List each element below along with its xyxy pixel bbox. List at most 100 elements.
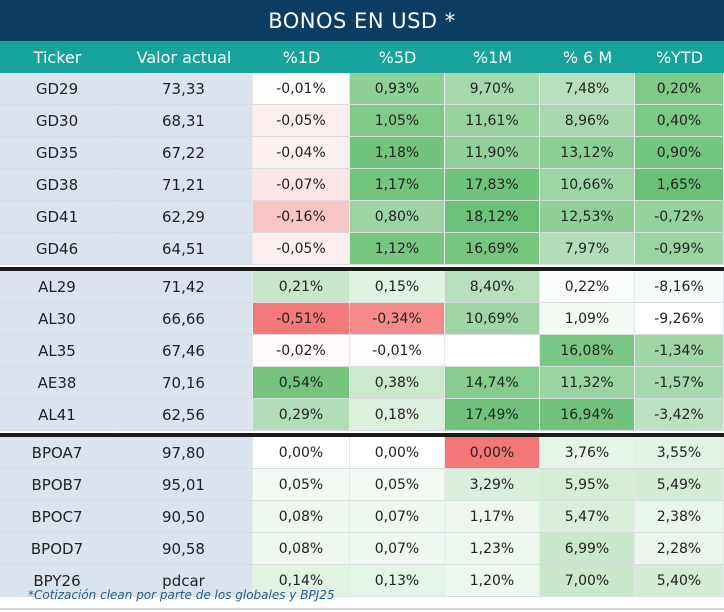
pct-cell: -9,26%	[635, 303, 724, 334]
bond-group-1: GD29 73,33 -0,01% 0,93% 9,70% 7,48% 0,20% GD30 6…	[0, 73, 724, 265]
pct-cell: 0,15%	[350, 271, 445, 302]
pct-cell: 13,12%	[540, 137, 635, 168]
pct-cell	[445, 335, 540, 366]
valor-actual-cell: 97,80	[115, 437, 253, 468]
ticker-cell: BPOD7	[0, 533, 115, 564]
pct-cell: -0,72%	[635, 201, 724, 232]
pct-cell: 12,53%	[540, 201, 635, 232]
valor-actual-cell: 70,16	[115, 367, 253, 398]
pct-cell: 1,05%	[350, 105, 445, 136]
pct-cell: 0,54%	[253, 367, 350, 398]
ticker-cell: AL35	[0, 335, 115, 366]
pct-cell: 1,12%	[350, 233, 445, 264]
ticker-cell: BPOB7	[0, 469, 115, 500]
valor-actual-cell: 90,50	[115, 501, 253, 532]
table-row: BPY26 pdcar 0,14% 0,13% 1,20% 7,00% 5,40%	[0, 565, 724, 597]
pct-cell: -0,51%	[253, 303, 350, 334]
pct-cell: 11,61%	[445, 105, 540, 136]
pct-cell: 1,20%	[445, 565, 540, 596]
pct-cell: 5,95%	[540, 469, 635, 500]
table-title: BONOS EN USD *	[0, 0, 724, 41]
table-row: GD35 67,22 -0,04% 1,18% 11,90% 13,12% 0,90%	[0, 137, 724, 169]
group-separator	[0, 267, 724, 271]
group-separator	[0, 433, 724, 437]
pct-cell: 0,14%	[253, 565, 350, 596]
pct-cell: 18,12%	[445, 201, 540, 232]
pct-cell: 1,23%	[445, 533, 540, 564]
ticker-cell: AL29	[0, 271, 115, 302]
pct-cell: -0,04%	[253, 137, 350, 168]
pct-cell: -0,99%	[635, 233, 724, 264]
pct-cell: 7,48%	[540, 73, 635, 104]
ticker-cell: GD30	[0, 105, 115, 136]
valor-actual-cell: 71,21	[115, 169, 253, 200]
valor-actual-cell: 64,51	[115, 233, 253, 264]
pct-cell: -0,01%	[350, 335, 445, 366]
ticker-cell: AL30	[0, 303, 115, 334]
ticker-cell: GD41	[0, 201, 115, 232]
pct-cell: -0,16%	[253, 201, 350, 232]
table-row: GD41 62,29 -0,16% 0,80% 18,12% 12,53% -0,72%	[0, 201, 724, 233]
table-row: BPOD7 90,58 0,08% 0,07% 1,23% 6,99% 2,28%	[0, 533, 724, 565]
pct-cell: 16,08%	[540, 335, 635, 366]
valor-actual-cell: 68,31	[115, 105, 253, 136]
pct-cell: -0,01%	[253, 73, 350, 104]
column-header-0: Ticker	[33, 47, 82, 67]
pct-cell: -0,34%	[350, 303, 445, 334]
ticker-cell: BPY26	[0, 565, 115, 596]
column-header-2: %1D	[282, 47, 321, 67]
valor-actual-cell: 95,01	[115, 469, 253, 500]
pct-cell: 6,99%	[540, 533, 635, 564]
footnote: *Cotización clean por parte de los globa…	[28, 588, 335, 602]
pct-cell: 0,07%	[350, 533, 445, 564]
pct-cell: 17,49%	[445, 399, 540, 430]
bottom-divider	[0, 608, 724, 610]
valor-actual-cell: 90,58	[115, 533, 253, 564]
table-row: AL41 62,56 0,29% 0,18% 17,49% 16,94% -3,42%	[0, 399, 724, 431]
pct-cell: 0,05%	[253, 469, 350, 500]
ticker-cell: GD29	[0, 73, 115, 104]
pct-cell: 16,94%	[540, 399, 635, 430]
pct-cell: -8,16%	[635, 271, 724, 302]
pct-cell: -3,42%	[635, 399, 724, 430]
pct-cell: 8,40%	[445, 271, 540, 302]
pct-cell: 0,00%	[350, 437, 445, 468]
pct-cell: -0,07%	[253, 169, 350, 200]
pct-cell: 0,29%	[253, 399, 350, 430]
table-row: AL29 71,42 0,21% 0,15% 8,40% 0,22% -8,16%	[0, 271, 724, 303]
valor-actual-cell: 62,56	[115, 399, 253, 430]
ticker-cell: GD35	[0, 137, 115, 168]
table-row: AL30 66,66 -0,51% -0,34% 10,69% 1,09% -9,26%	[0, 303, 724, 335]
pct-cell: 0,38%	[350, 367, 445, 398]
pct-cell: 0,00%	[445, 437, 540, 468]
pct-cell: 0,08%	[253, 501, 350, 532]
pct-cell: 10,69%	[445, 303, 540, 334]
ticker-cell: AL41	[0, 399, 115, 430]
valor-actual-cell: pdcar	[115, 565, 253, 596]
table-row: AL35 67,46 -0,02% -0,01% 16,08% -1,34%	[0, 335, 724, 367]
valor-actual-cell: 66,66	[115, 303, 253, 334]
pct-cell: -0,05%	[253, 233, 350, 264]
table-row: GD30 68,31 -0,05% 1,05% 11,61% 8,96% 0,40%	[0, 105, 724, 137]
pct-cell: 1,17%	[445, 501, 540, 532]
column-header-row: Ticker Valor actual %1D %5D %1M % 6 M %YTD	[0, 41, 724, 73]
pct-cell: 1,65%	[635, 169, 724, 200]
pct-cell: 0,80%	[350, 201, 445, 232]
ticker-cell: GD46	[0, 233, 115, 264]
pct-cell: 1,09%	[540, 303, 635, 334]
bond-group-2: AL29 71,42 0,21% 0,15% 8,40% 0,22% -8,16% AL30 6…	[0, 271, 724, 431]
pct-cell: 0,40%	[635, 105, 724, 136]
pct-cell: 0,07%	[350, 501, 445, 532]
table-row: AE38 70,16 0,54% 0,38% 14,74% 11,32% -1,57%	[0, 367, 724, 399]
ticker-cell: BPOC7	[0, 501, 115, 532]
pct-cell: 3,29%	[445, 469, 540, 500]
pct-cell: 0,20%	[635, 73, 724, 104]
pct-cell: 0,00%	[253, 437, 350, 468]
pct-cell: -0,05%	[253, 105, 350, 136]
ticker-cell: GD38	[0, 169, 115, 200]
pct-cell: 9,70%	[445, 73, 540, 104]
pct-cell: 8,96%	[540, 105, 635, 136]
valor-actual-cell: 62,29	[115, 201, 253, 232]
pct-cell: -1,34%	[635, 335, 724, 366]
